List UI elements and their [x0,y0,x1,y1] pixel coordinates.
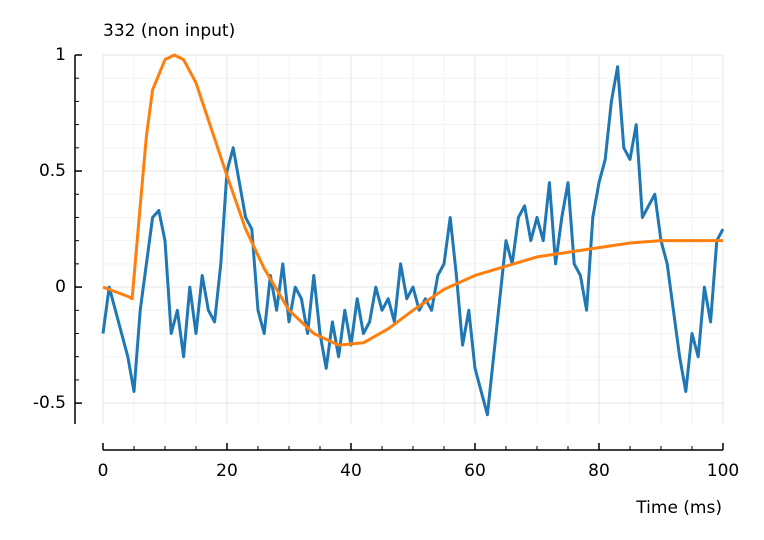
x-tick-label: 40 [340,461,362,481]
x-tick-label: 60 [464,461,486,481]
x-axis-label: Time (ms) [635,498,722,518]
x-tick-label: 80 [588,461,610,481]
y-tick-label: 1 [55,45,66,65]
y-tick-label: 0.5 [39,161,66,181]
series-line [101,65,725,417]
chart-title: 332 (non input) [103,21,235,41]
series-line [102,53,723,347]
y-tick-label: 0 [55,277,66,297]
x-tick-label: 0 [98,461,109,481]
y-tick-label: -0.5 [33,393,66,413]
x-tick-label: 100 [707,461,739,481]
x-tick-label: 20 [216,461,238,481]
